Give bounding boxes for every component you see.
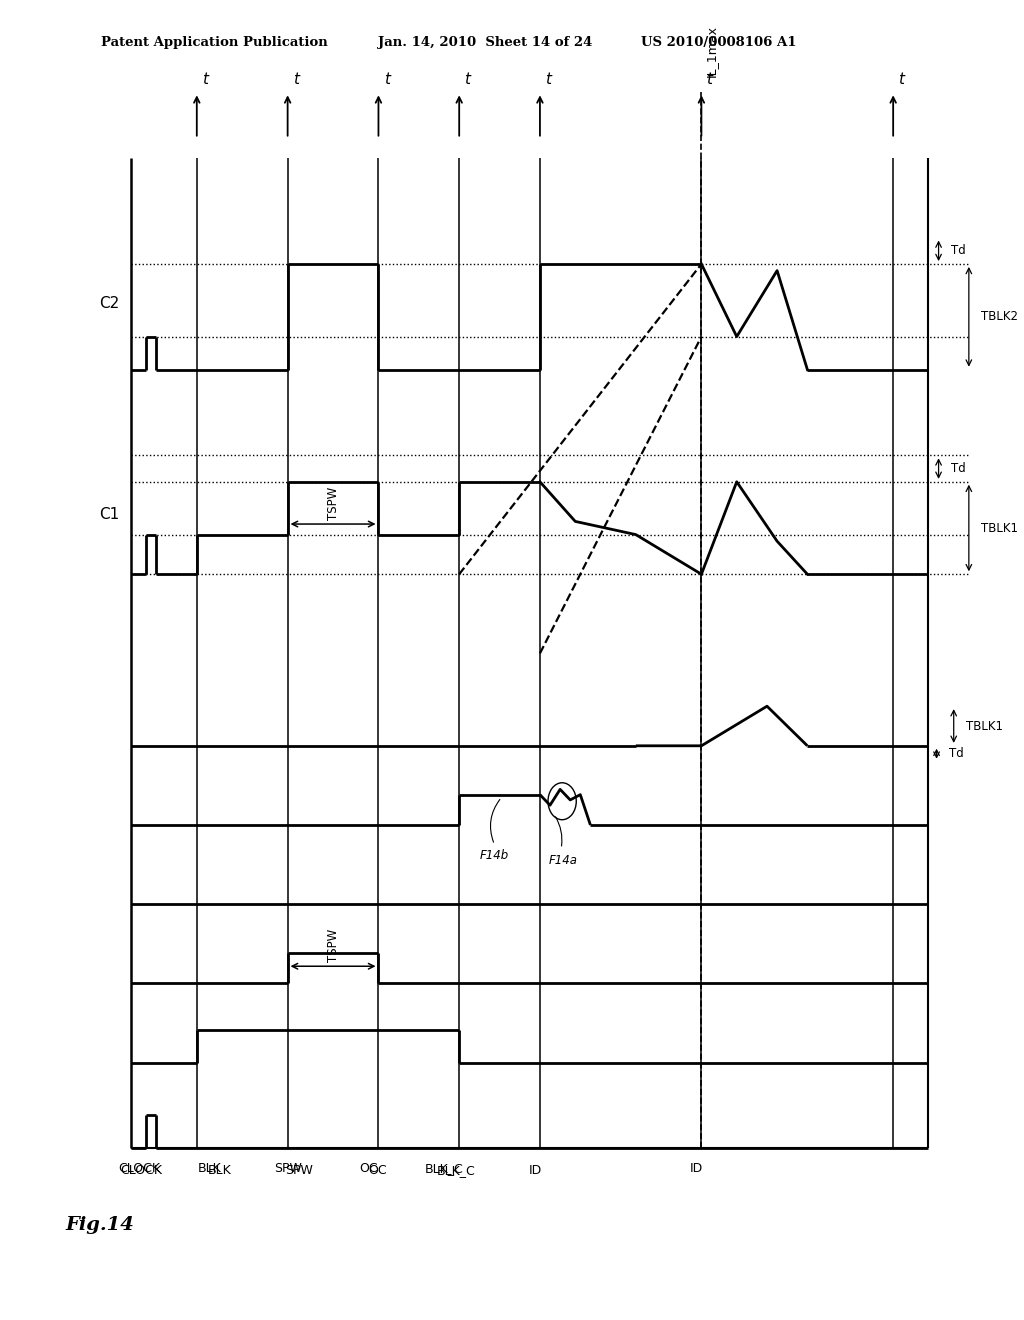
Text: US 2010/0008106 A1: US 2010/0008106 A1 bbox=[641, 36, 797, 49]
Text: Td: Td bbox=[948, 747, 964, 760]
Text: IL_1max: IL_1max bbox=[705, 25, 718, 77]
Text: Td: Td bbox=[950, 244, 966, 257]
Text: OC: OC bbox=[369, 1164, 387, 1177]
Text: t: t bbox=[202, 71, 208, 87]
Text: t: t bbox=[384, 71, 389, 87]
Text: SPW: SPW bbox=[273, 1162, 301, 1175]
Text: Fig.14: Fig.14 bbox=[66, 1216, 134, 1234]
Text: F14a: F14a bbox=[549, 854, 578, 867]
Text: TBLK1: TBLK1 bbox=[966, 719, 1002, 733]
Text: Patent Application Publication: Patent Application Publication bbox=[101, 36, 328, 49]
Text: Jan. 14, 2010  Sheet 14 of 24: Jan. 14, 2010 Sheet 14 of 24 bbox=[379, 36, 593, 49]
Text: BLK_C: BLK_C bbox=[425, 1162, 464, 1175]
Text: Td: Td bbox=[950, 462, 966, 475]
Text: BLK: BLK bbox=[208, 1164, 231, 1177]
Text: t: t bbox=[707, 71, 713, 87]
Text: SPW: SPW bbox=[285, 1164, 312, 1177]
Text: TSPW: TSPW bbox=[327, 487, 340, 520]
Text: F14b: F14b bbox=[480, 849, 509, 862]
Text: t: t bbox=[898, 71, 904, 87]
Text: ID: ID bbox=[528, 1164, 542, 1177]
Text: TBLK2: TBLK2 bbox=[981, 310, 1018, 323]
Text: BLK_C: BLK_C bbox=[437, 1164, 475, 1177]
Text: OC: OC bbox=[359, 1162, 378, 1175]
Text: CLOCK: CLOCK bbox=[119, 1162, 161, 1175]
Text: ID: ID bbox=[690, 1162, 703, 1175]
Text: t: t bbox=[293, 71, 299, 87]
Text: t: t bbox=[545, 71, 551, 87]
Text: BLK: BLK bbox=[198, 1162, 222, 1175]
Text: TBLK1: TBLK1 bbox=[981, 521, 1018, 535]
Text: C1: C1 bbox=[99, 507, 119, 523]
Text: TSPW: TSPW bbox=[327, 929, 340, 962]
Text: CLOCK: CLOCK bbox=[120, 1164, 162, 1177]
Text: t: t bbox=[464, 71, 470, 87]
Text: C2: C2 bbox=[99, 296, 119, 312]
